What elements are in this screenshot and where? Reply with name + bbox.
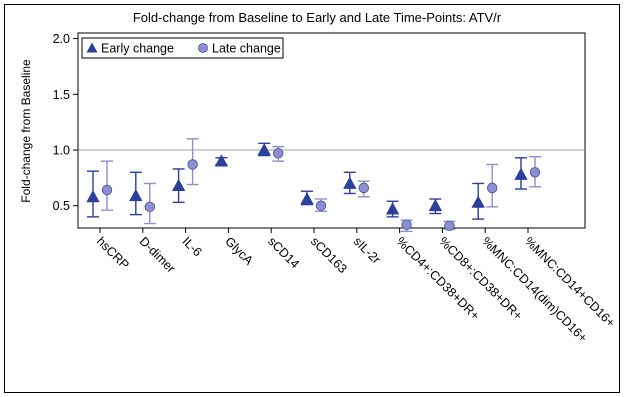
- data-point-early: [257, 143, 271, 156]
- x-tick-label: sCD14: [265, 234, 302, 271]
- data-point-late: [487, 182, 498, 194]
- legend-box: [81, 37, 284, 59]
- data-point-late: [444, 220, 455, 231]
- x-tick-label: GlycA: [222, 234, 256, 268]
- data-point-early: [86, 189, 100, 203]
- legend-entry: Early change: [101, 42, 174, 56]
- x-tick-label: sCD163: [308, 234, 350, 276]
- data-point-late: [273, 148, 284, 159]
- legend-marker-triangle: [86, 42, 98, 53]
- x-tick-label: D-dimer: [137, 234, 178, 275]
- data-point-late: [401, 219, 412, 230]
- data-point-late: [101, 184, 113, 196]
- chart-title: Fold-change from Baseline to Early and L…: [133, 10, 502, 25]
- x-tick-label: %CD4+:CD38+DR+: [393, 234, 482, 323]
- plot-frame: [77, 32, 586, 229]
- data-point-early: [171, 178, 186, 192]
- x-tick-label: %CD8+:CD38+DR+: [436, 234, 525, 323]
- data-point-early: [214, 154, 229, 167]
- data-point-early: [129, 188, 143, 202]
- legend: Early change Late change: [81, 37, 284, 59]
- y-tick-label: 2.0: [53, 32, 70, 46]
- legend-marker-circle: [198, 43, 208, 53]
- data-point-early: [300, 192, 314, 205]
- data-point-early: [514, 167, 528, 180]
- y-tick-label: 0.5: [53, 199, 70, 213]
- data-point-early: [385, 202, 400, 215]
- data-point-late: [144, 201, 156, 213]
- y-tick-label: 1.5: [53, 88, 70, 102]
- data-point-early: [428, 198, 443, 212]
- y-tick-label: 1.0: [53, 144, 70, 158]
- data-point-early: [471, 195, 485, 208]
- data-point-late: [529, 167, 541, 178]
- x-tick-label: sIL-2r: [351, 234, 383, 266]
- data-point-early: [343, 176, 357, 189]
- outer-frame: [4, 4, 620, 393]
- legend-entry: Late change: [212, 42, 281, 56]
- x-tick-label: hsCRP: [94, 234, 132, 272]
- x-tick-label: IL-6: [179, 234, 204, 259]
- data-point-late: [187, 159, 198, 170]
- data-point-late: [315, 200, 327, 211]
- plot-area: 0.5 1.0 1.5 2.0 hsCRP D-dimer IL-6 GlycA sCD14 sC…: [53, 32, 618, 345]
- y-axis-label: Fold-change from Baseline: [19, 59, 33, 203]
- data-point-late: [358, 182, 370, 194]
